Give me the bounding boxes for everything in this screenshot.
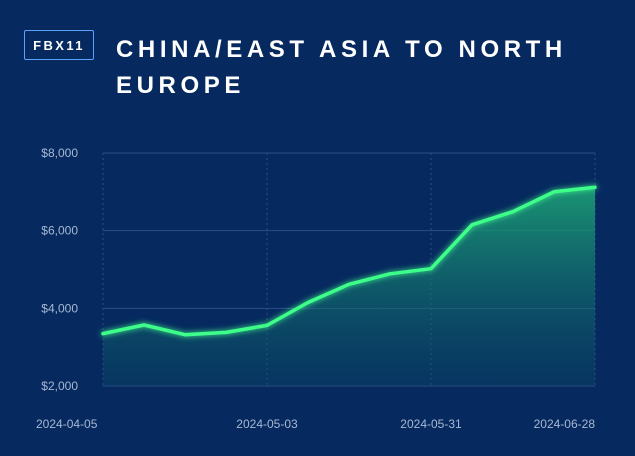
data-point [308,302,309,303]
area-fill [103,187,595,386]
data-point [144,325,145,326]
y-tick-label: $2,000 [41,379,78,393]
y-tick-label: $8,000 [41,146,78,160]
area-path [103,187,595,386]
index-badge: FBX11 [24,30,94,60]
y-tick-label: $4,000 [41,301,78,315]
series-line-path [101,185,597,337]
y-tick-label: $6,000 [41,224,78,238]
data-point [267,325,268,326]
x-tick-label: 2024-06-28 [534,417,596,431]
data-point [513,211,514,212]
x-tick-label: 2024-04-05 [36,417,98,431]
chart-title: CHINA/EAST ASIA TO NORTH EUROPE [116,36,567,99]
x-tick-label: 2024-05-31 [400,417,462,431]
data-point [472,224,473,225]
data-point [554,191,555,192]
x-axis-ticks: 2024-04-05 2024-05-03 2024-05-31 2024-06-28 [36,417,595,431]
data-point [390,273,391,274]
data-point [349,284,350,285]
data-point [103,333,104,334]
y-axis-ticks: $2,000 $4,000 $6,000 $8,000 [41,146,78,393]
data-point [595,187,596,188]
data-point [431,268,432,269]
series-line [101,185,597,337]
data-point [226,332,227,333]
x-tick-label: 2024-05-03 [236,417,298,431]
data-point [185,334,186,335]
